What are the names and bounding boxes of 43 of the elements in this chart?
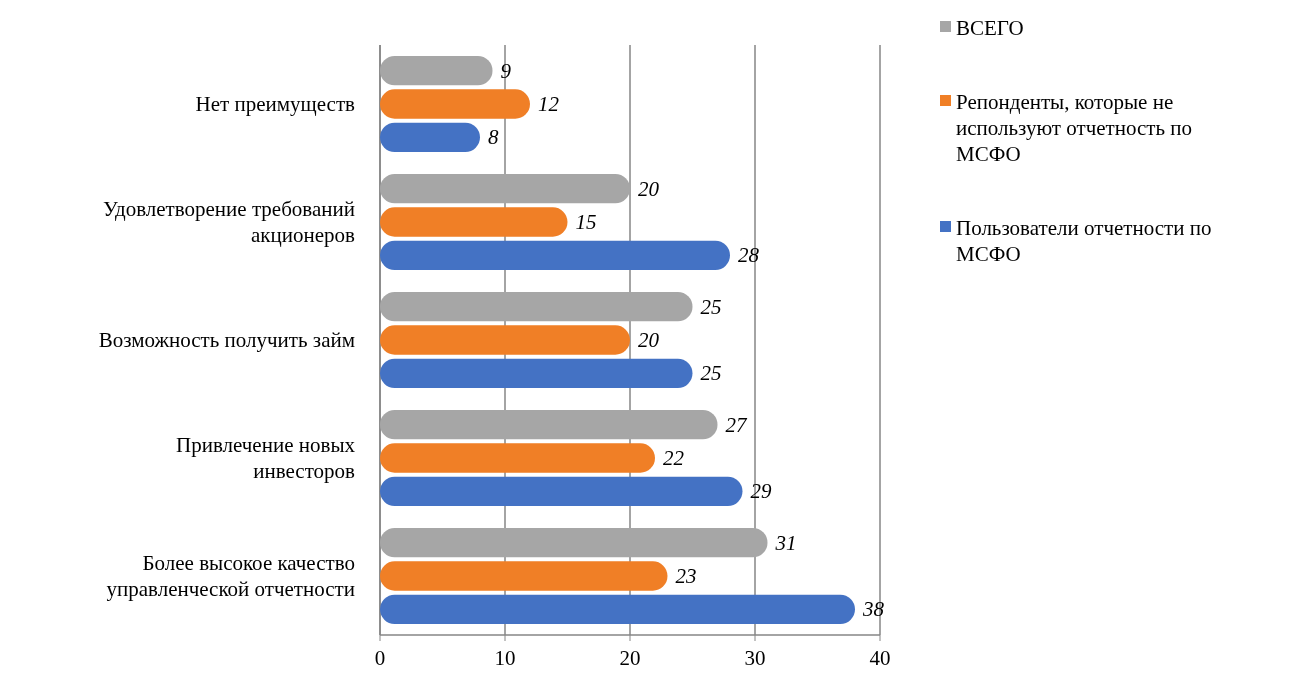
x-tick-label: 0 <box>374 646 386 670</box>
bar <box>380 358 693 388</box>
y-tick-label: Более высокое качество управленческой отчетности <box>106 551 355 601</box>
data-label: 23 <box>675 564 697 588</box>
bar <box>380 476 743 506</box>
bar <box>380 56 493 86</box>
y-tick-label: Возможность получить займ <box>98 328 355 352</box>
x-tick-label: 30 <box>744 646 766 670</box>
data-label: 31 <box>774 530 797 555</box>
x-tick-label: 10 <box>494 646 516 670</box>
bar <box>380 89 530 119</box>
data-label: 20 <box>638 176 660 201</box>
legend-label: ВСЕГО <box>956 16 1024 40</box>
data-label: 9 <box>500 58 512 83</box>
bar <box>380 174 630 204</box>
data-label: 28 <box>738 243 760 268</box>
data-label: 38 <box>862 597 885 622</box>
bar <box>380 528 768 558</box>
data-label: 8 <box>488 125 499 150</box>
data-label: 20 <box>638 328 660 352</box>
legend-label: Репонденты, которые не используют отчетность по МСФО <box>956 90 1193 166</box>
y-tick-label: Удовлетворение требований акционеров <box>103 197 356 247</box>
bar <box>380 292 693 322</box>
data-label: 25 <box>700 294 722 319</box>
data-label: 12 <box>538 92 560 116</box>
data-label: 22 <box>663 446 685 470</box>
x-tick-label: 20 <box>619 646 641 670</box>
bar <box>380 325 630 355</box>
data-label: 29 <box>750 479 772 504</box>
bar <box>380 240 730 270</box>
bar <box>380 443 655 473</box>
data-label: 15 <box>575 210 597 234</box>
y-tick-label: Нет преимуществ <box>195 92 356 116</box>
legend-label: Пользователи отчетности по МСФО <box>956 216 1212 266</box>
data-label: 25 <box>700 361 722 386</box>
bar <box>380 594 855 624</box>
bar <box>380 122 480 152</box>
bar <box>380 410 718 440</box>
bar <box>380 561 668 591</box>
y-tick-label: Привлечение новых инвесторов <box>175 433 356 483</box>
bar <box>380 207 568 237</box>
x-tick-label: 40 <box>869 646 891 670</box>
data-label: 27 <box>725 412 748 437</box>
